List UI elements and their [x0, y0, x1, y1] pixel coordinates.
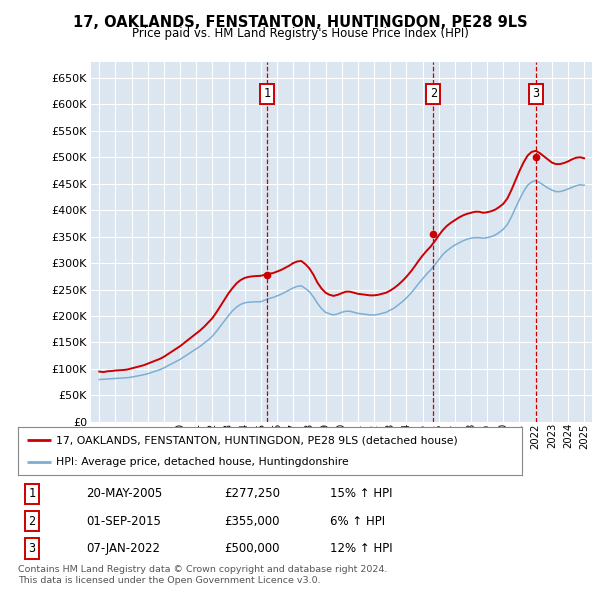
- Text: 6% ↑ HPI: 6% ↑ HPI: [331, 514, 386, 527]
- Text: 1: 1: [29, 487, 35, 500]
- Text: 17, OAKLANDS, FENSTANTON, HUNTINGDON, PE28 9LS (detached house): 17, OAKLANDS, FENSTANTON, HUNTINGDON, PE…: [56, 435, 458, 445]
- Text: £355,000: £355,000: [224, 514, 280, 527]
- Text: Contains HM Land Registry data © Crown copyright and database right 2024.: Contains HM Land Registry data © Crown c…: [18, 565, 388, 574]
- Text: 1: 1: [263, 87, 271, 100]
- Text: This data is licensed under the Open Government Licence v3.0.: This data is licensed under the Open Gov…: [18, 576, 320, 585]
- Text: 07-JAN-2022: 07-JAN-2022: [86, 542, 160, 555]
- Text: 20-MAY-2005: 20-MAY-2005: [86, 487, 162, 500]
- Text: 17, OAKLANDS, FENSTANTON, HUNTINGDON, PE28 9LS: 17, OAKLANDS, FENSTANTON, HUNTINGDON, PE…: [73, 15, 527, 30]
- Text: 3: 3: [532, 87, 539, 100]
- Text: HPI: Average price, detached house, Huntingdonshire: HPI: Average price, detached house, Hunt…: [56, 457, 349, 467]
- Text: 2: 2: [430, 87, 437, 100]
- Text: Price paid vs. HM Land Registry's House Price Index (HPI): Price paid vs. HM Land Registry's House …: [131, 27, 469, 40]
- Text: £500,000: £500,000: [224, 542, 280, 555]
- Text: 12% ↑ HPI: 12% ↑ HPI: [331, 542, 393, 555]
- Text: 2: 2: [29, 514, 35, 527]
- Text: £277,250: £277,250: [224, 487, 281, 500]
- Text: 3: 3: [29, 542, 35, 555]
- Text: 15% ↑ HPI: 15% ↑ HPI: [331, 487, 393, 500]
- Text: 01-SEP-2015: 01-SEP-2015: [86, 514, 161, 527]
